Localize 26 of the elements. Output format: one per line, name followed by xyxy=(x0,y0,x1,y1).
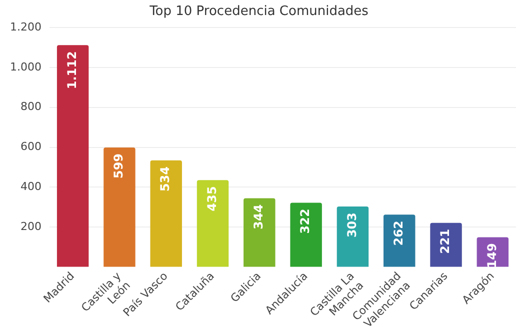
chart-title: Top 10 Procedencia Comunidades xyxy=(148,4,369,20)
data-label: 344 xyxy=(252,204,266,230)
bar xyxy=(56,45,89,267)
bar xyxy=(290,202,322,267)
y-tick-label: 600 xyxy=(20,140,42,154)
bar xyxy=(104,147,136,267)
data-label: 221 xyxy=(438,228,452,254)
data-label: 599 xyxy=(112,153,126,179)
data-label: 322 xyxy=(298,208,312,234)
bar xyxy=(150,160,182,267)
y-tick-label: 1.000 xyxy=(10,60,42,74)
bar xyxy=(244,198,276,267)
bar xyxy=(196,180,229,267)
bar xyxy=(430,222,462,267)
y-tick-label: 200 xyxy=(20,220,42,233)
data-label: 149 xyxy=(484,243,499,268)
y-tick-label: 400 xyxy=(20,180,42,193)
data-label: 1.112 xyxy=(64,51,79,90)
data-label: 303 xyxy=(344,212,359,238)
bar xyxy=(336,206,369,267)
bar xyxy=(384,214,416,267)
data-label: 435 xyxy=(204,186,219,212)
y-tick-label: 800 xyxy=(20,100,42,114)
data-label: 262 xyxy=(392,220,406,246)
y-tick-label: 1.200 xyxy=(10,20,42,34)
data-label: 534 xyxy=(158,166,172,192)
